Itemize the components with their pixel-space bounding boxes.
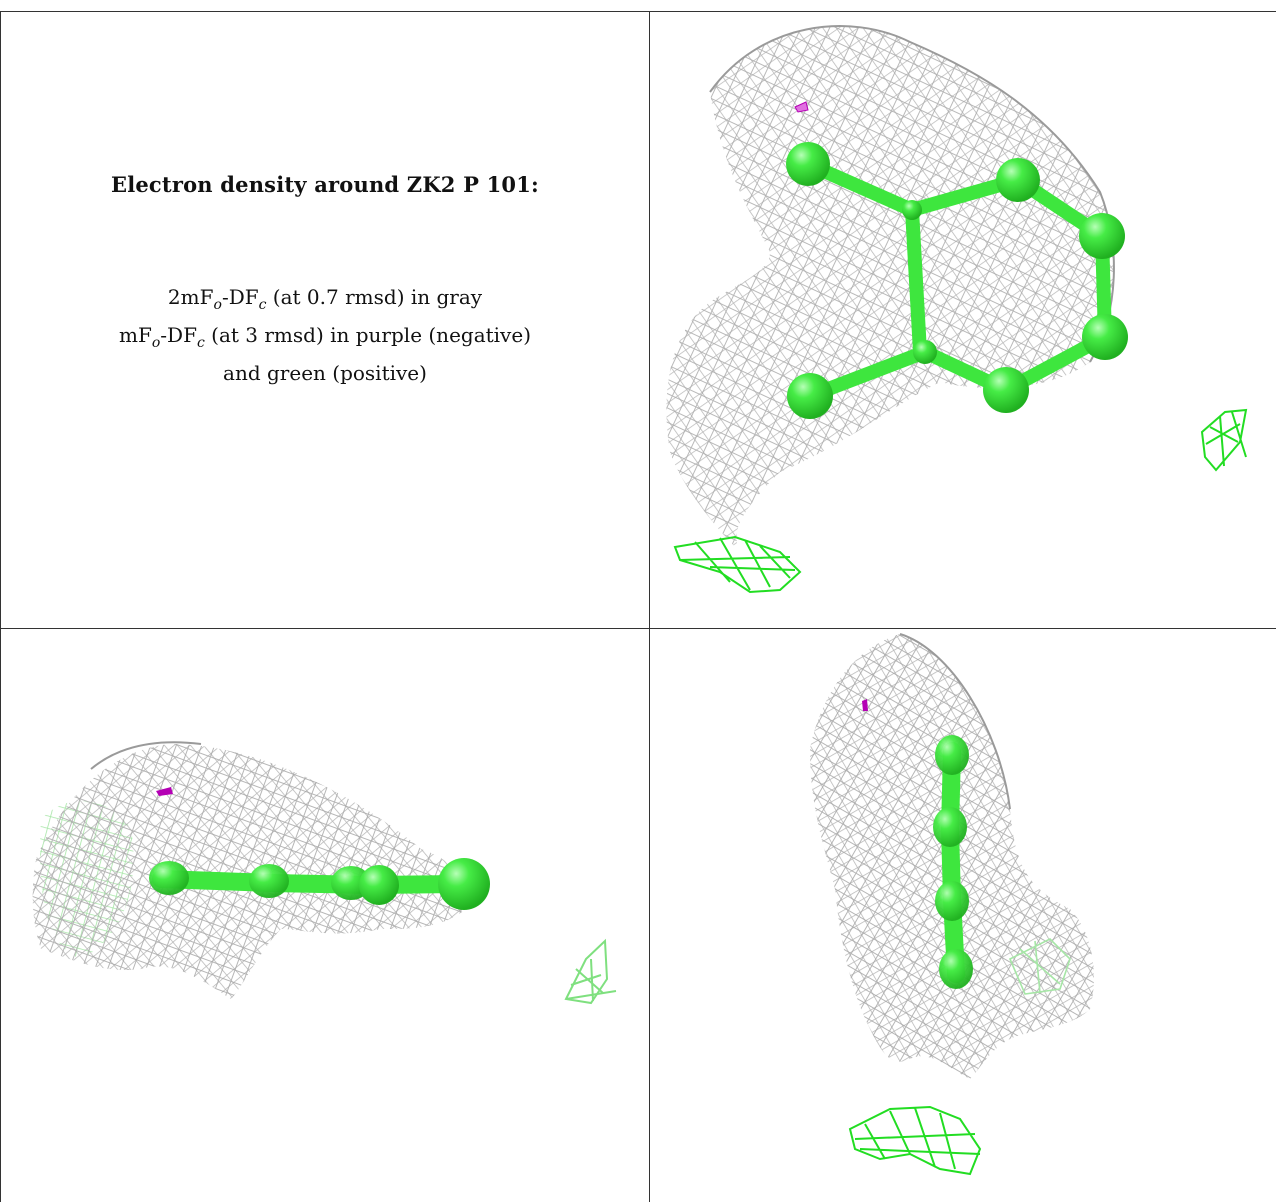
density-view-bottom-left	[32, 741, 617, 1005]
caption-line-1-sub-o: o	[213, 297, 222, 313]
caption-cell: Electron density around ZK2 P 101: 2mFo-…	[14, 0, 636, 628]
caption-line-1: 2mFo-DFc (at 0.7 rmsd) in gray	[14, 282, 636, 320]
ligand-atoms	[933, 735, 973, 989]
ligand-atoms	[149, 858, 490, 910]
caption-line-1-sub-c: c	[258, 297, 267, 313]
positive-green-mesh-bottom	[673, 535, 802, 594]
caption-title: Electron density around ZK2 P 101:	[110, 172, 539, 197]
negative-purple-blob	[156, 787, 173, 796]
density-view-top-right	[666, 25, 1248, 594]
ligand-sticks	[940, 742, 965, 983]
positive-green-mesh-bottom	[848, 1105, 982, 1176]
caption-line-1-part-a: 2mF	[167, 285, 214, 309]
table-border-left	[0, 11, 1, 1202]
caption-line-2: mFo-DFc (at 3 rmsd) in purple (negative)	[14, 320, 636, 358]
density-panel-bottom-right	[650, 629, 1276, 1202]
caption-line-2-sub-o: o	[151, 335, 161, 351]
density-panel-top-right	[650, 12, 1276, 628]
negative-purple-blob	[862, 699, 868, 711]
gray-mesh-2fo-fc	[666, 25, 1115, 553]
faint-green-mesh-right	[1008, 938, 1071, 995]
gray-mesh-2fo-fc	[32, 741, 467, 999]
caption-line-2-part-a: mF	[119, 323, 152, 347]
table-border-middle-horizontal	[0, 628, 1276, 629]
ligand-atoms	[786, 142, 1128, 419]
positive-green-mesh-right	[1200, 408, 1248, 472]
density-view-bottom-right	[810, 633, 1094, 1176]
caption-line-2-part-b: -DF	[160, 323, 197, 347]
table-border-top	[0, 11, 1276, 12]
negative-purple-blob	[794, 101, 809, 113]
caption-line-1-part-b: -DF	[221, 285, 259, 309]
positive-green-mesh-right	[564, 938, 617, 1005]
caption-line-2-part-c: (at 3 rmsd) in purple (negative)	[204, 323, 531, 347]
ligand-sticks	[152, 870, 470, 895]
table-border-middle-vertical	[649, 11, 650, 1202]
density-panel-bottom-left	[1, 629, 649, 1202]
caption-line-3: and green (positive)	[223, 361, 427, 385]
caption-line-1-part-c: (at 0.7 rmsd) in gray	[266, 285, 483, 309]
caption-line-2-sub-c: c	[196, 335, 205, 351]
caption-description: 2mFo-DFc (at 0.7 rmsd) in gray mFo-DFc (…	[14, 282, 636, 388]
